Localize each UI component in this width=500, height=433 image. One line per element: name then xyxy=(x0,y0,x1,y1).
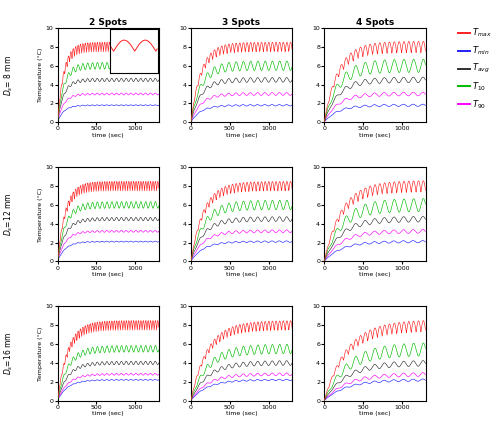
Text: $T_{min}$: $T_{min}$ xyxy=(472,45,490,57)
X-axis label: time (sec): time (sec) xyxy=(92,411,124,416)
X-axis label: time (sec): time (sec) xyxy=(92,133,124,138)
X-axis label: time (sec): time (sec) xyxy=(359,133,390,138)
X-axis label: time (sec): time (sec) xyxy=(226,133,258,138)
Text: $D_s$=16 mm: $D_s$=16 mm xyxy=(2,332,15,375)
X-axis label: time (sec): time (sec) xyxy=(92,272,124,277)
Title: 3 Spots: 3 Spots xyxy=(222,18,260,27)
Text: $D_s$=12 mm: $D_s$=12 mm xyxy=(2,193,15,236)
Y-axis label: Temperature (°C): Temperature (°C) xyxy=(38,48,43,102)
Text: $T_{90}$: $T_{90}$ xyxy=(472,98,486,110)
Text: $T_{10}$: $T_{10}$ xyxy=(472,80,486,93)
X-axis label: time (sec): time (sec) xyxy=(359,272,390,277)
Text: $T_{max}$: $T_{max}$ xyxy=(472,26,492,39)
X-axis label: time (sec): time (sec) xyxy=(359,411,390,416)
Bar xyxy=(118,45,123,51)
Text: $D_s$= 8 mm: $D_s$= 8 mm xyxy=(2,55,15,96)
Y-axis label: Temperature (°C): Temperature (°C) xyxy=(38,326,43,381)
X-axis label: time (sec): time (sec) xyxy=(226,272,258,277)
Text: $T_{avg}$: $T_{avg}$ xyxy=(472,62,490,75)
X-axis label: time (sec): time (sec) xyxy=(226,411,258,416)
Y-axis label: Temperature (°C): Temperature (°C) xyxy=(38,187,43,242)
Title: 4 Spots: 4 Spots xyxy=(356,18,394,27)
Title: 2 Spots: 2 Spots xyxy=(89,18,128,27)
